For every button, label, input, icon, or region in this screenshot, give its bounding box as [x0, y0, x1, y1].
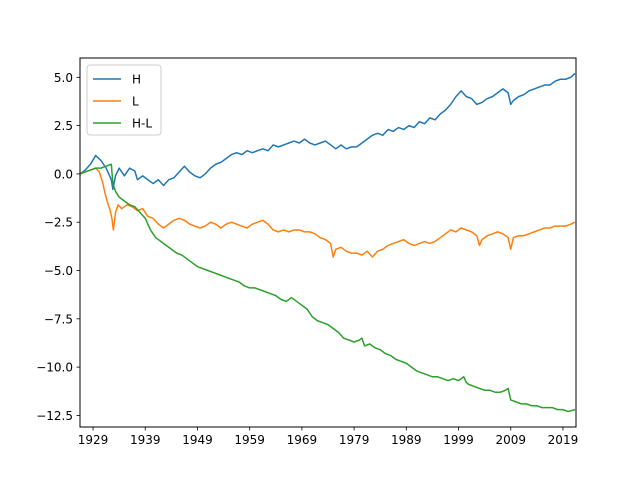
x-tick-label: 1929 [78, 433, 109, 447]
x-tick-label: 1959 [234, 433, 265, 447]
series-line-h-l [79, 163, 576, 413]
y-tick-label: −12.5 [36, 409, 73, 423]
y-tick-label: −5.0 [44, 264, 73, 278]
legend-label: L [132, 95, 139, 109]
x-tick-label: 2009 [495, 433, 526, 447]
x-tick-label: 1939 [130, 433, 161, 447]
legend-label: H-L [132, 117, 152, 131]
x-tick-label: 1969 [287, 433, 318, 447]
legend-box [86, 64, 162, 136]
y-tick-label: 5.0 [54, 71, 73, 85]
x-tick-label: 1979 [339, 433, 370, 447]
legend-label: H [132, 73, 141, 87]
y-tick-label: −10.0 [36, 361, 73, 375]
legend: HL H-L [86, 64, 162, 136]
y-tick-label: 2.5 [54, 119, 73, 133]
x-tick-label: 1949 [182, 433, 213, 447]
series-line-l [79, 167, 576, 258]
x-tick-label: 1999 [443, 433, 474, 447]
x-tick-label: 2019 [548, 433, 579, 447]
y-tick-label: −7.5 [44, 312, 73, 326]
ticks-layer: 1929 1939 1949 1959 1969 1979 1989 1999 2009 2019… [36, 71, 578, 447]
y-tick-label: 0.0 [54, 167, 73, 181]
x-tick-label: 1989 [391, 433, 422, 447]
y-tick-label: −2.5 [44, 216, 73, 230]
series-line-h [79, 72, 576, 191]
series-layer [79, 72, 576, 413]
plot-frame [79, 57, 577, 428]
